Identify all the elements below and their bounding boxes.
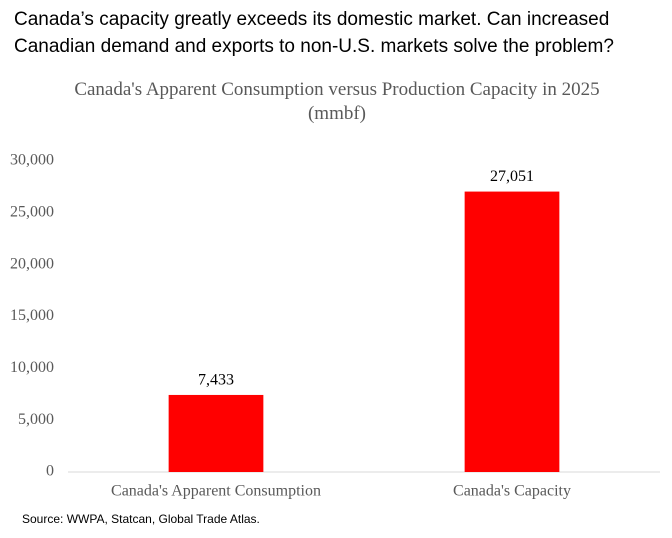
chart-title: Canada's Apparent Consumption versus Pro…	[74, 79, 600, 100]
headline: Canada’s capacity greatly exceeds its do…	[14, 9, 614, 57]
y-tick-label: 10,000	[10, 359, 54, 376]
chart-subtitle: (mmbf)	[307, 103, 367, 124]
chart-title-block: Canada's Apparent Consumption versus Pro…	[70, 78, 604, 126]
bar	[464, 191, 560, 473]
y-tick-label: 25,000	[10, 204, 54, 221]
data-label: 7,433	[198, 372, 234, 389]
data-label: 27,051	[490, 168, 534, 185]
bar	[168, 394, 264, 472]
y-tick-label: 15,000	[10, 307, 54, 324]
source: Source: WWPA, Statcan, Global Trade Atla…	[22, 512, 260, 526]
y-tick-label: 5,000	[18, 411, 54, 428]
x-tick-label: Canada's Apparent Consumption	[111, 483, 321, 500]
x-tick-label: Canada's Capacity	[453, 483, 571, 500]
y-tick-label: 20,000	[10, 255, 54, 272]
y-tick-label: 30,000	[10, 152, 54, 169]
y-tick-label: 0	[46, 463, 54, 480]
